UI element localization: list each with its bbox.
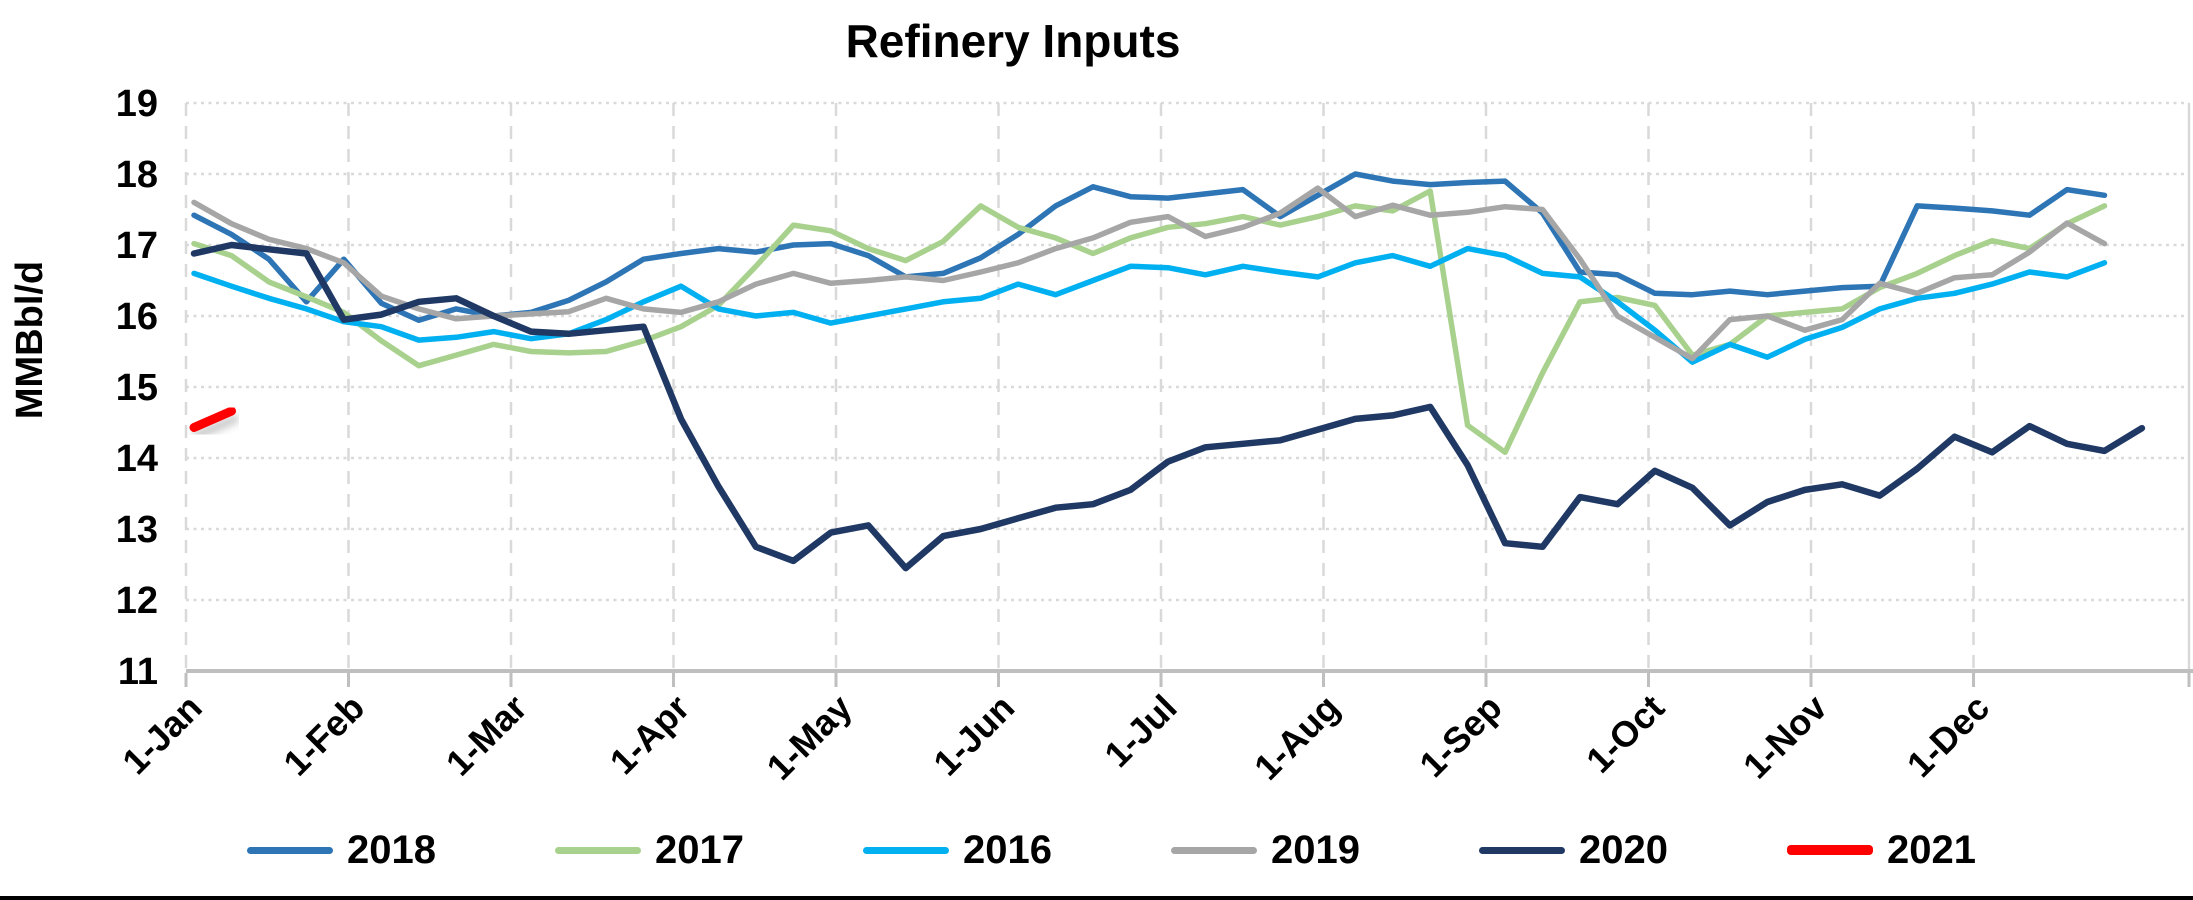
axis-tick-labels: 19 18 17 16 15 14 13 12 111-Jan 1-Feb 1-Mar 1-Apr 1-…	[114, 83, 1997, 788]
x-axis-tick-label: 1-Nov	[1735, 687, 1835, 787]
legend-label-2016: 2016	[963, 828, 1052, 872]
legend-label-2019: 2019	[1271, 828, 1360, 872]
y-axis-tick-label: 19	[116, 83, 158, 125]
gridlines	[184, 101, 2191, 686]
legend-swatch-2017	[555, 846, 641, 854]
legend-item-2018: 2018	[247, 830, 555, 870]
chart-legend: 2018 2017 2016 2019 2020 2021	[247, 818, 2147, 882]
y-axis-tick-label: 12	[116, 580, 158, 622]
legend-item-2016: 2016	[863, 830, 1171, 870]
series-lines	[189, 171, 2146, 572]
x-axis-tick-label: 1-Aug	[1246, 687, 1347, 788]
series-line-2019	[191, 185, 2108, 362]
legend-item-2017: 2017	[555, 830, 863, 870]
x-axis-tick-label: 1-Dec	[1899, 687, 1997, 785]
series-line-2017	[191, 188, 2108, 456]
legend-swatch-2021	[1787, 845, 1873, 855]
series-line-2020	[190, 241, 2146, 572]
y-axis-tick-label: 16	[116, 296, 158, 338]
legend-item-2020: 2020	[1479, 830, 1787, 870]
legend-label-2017: 2017	[655, 828, 744, 872]
series-line-2018	[191, 171, 2108, 324]
legend-swatch-2019	[1171, 846, 1257, 854]
legend-swatch-2020	[1479, 846, 1565, 854]
y-axis-tick-label: 13	[116, 509, 158, 551]
axes	[184, 669, 2193, 687]
x-axis-tick-label: 1-Sep	[1411, 687, 1509, 785]
legend-swatch-2018	[247, 846, 333, 854]
refinery-inputs-plot: 19 18 17 16 15 14 13 12 111-Jan 1-Feb 1-Mar 1-Apr 1-…	[9, 15, 2193, 788]
legend-label-2021: 2021	[1887, 828, 1976, 872]
legend-item-2021: 2021	[1787, 830, 2095, 870]
y-axis-tick-label: 15	[116, 367, 158, 409]
y-axis-tick-label: 18	[116, 154, 158, 196]
series-line-2021	[189, 406, 236, 432]
y-axis-tick-label: 11	[118, 651, 158, 693]
legend-label-2020: 2020	[1579, 828, 1668, 872]
x-axis-tick-label: 1-Feb	[275, 687, 372, 784]
legend-swatch-2016	[863, 846, 949, 854]
x-axis-tick-label: 1-May	[759, 687, 860, 788]
x-axis-tick-label: 1-Mar	[438, 687, 535, 784]
x-axis-tick-label: 1-Jul	[1096, 687, 1184, 775]
x-axis-tick-label: 1-Oct	[1578, 687, 1672, 781]
y-axis-title: MMBbl/d	[9, 261, 51, 419]
x-axis-tick-label: 1-Jan	[114, 687, 209, 782]
x-axis-tick-label: 1-Jun	[925, 687, 1022, 784]
y-axis-tick-label: 17	[116, 225, 158, 267]
series-line-2016	[191, 245, 2108, 365]
chart-title: Refinery Inputs	[846, 15, 1181, 67]
legend-label-2018: 2018	[347, 828, 436, 872]
legend-item-2019: 2019	[1171, 830, 1479, 870]
x-axis-tick-label: 1-Apr	[602, 687, 697, 782]
y-axis-tick-label: 14	[116, 438, 158, 480]
